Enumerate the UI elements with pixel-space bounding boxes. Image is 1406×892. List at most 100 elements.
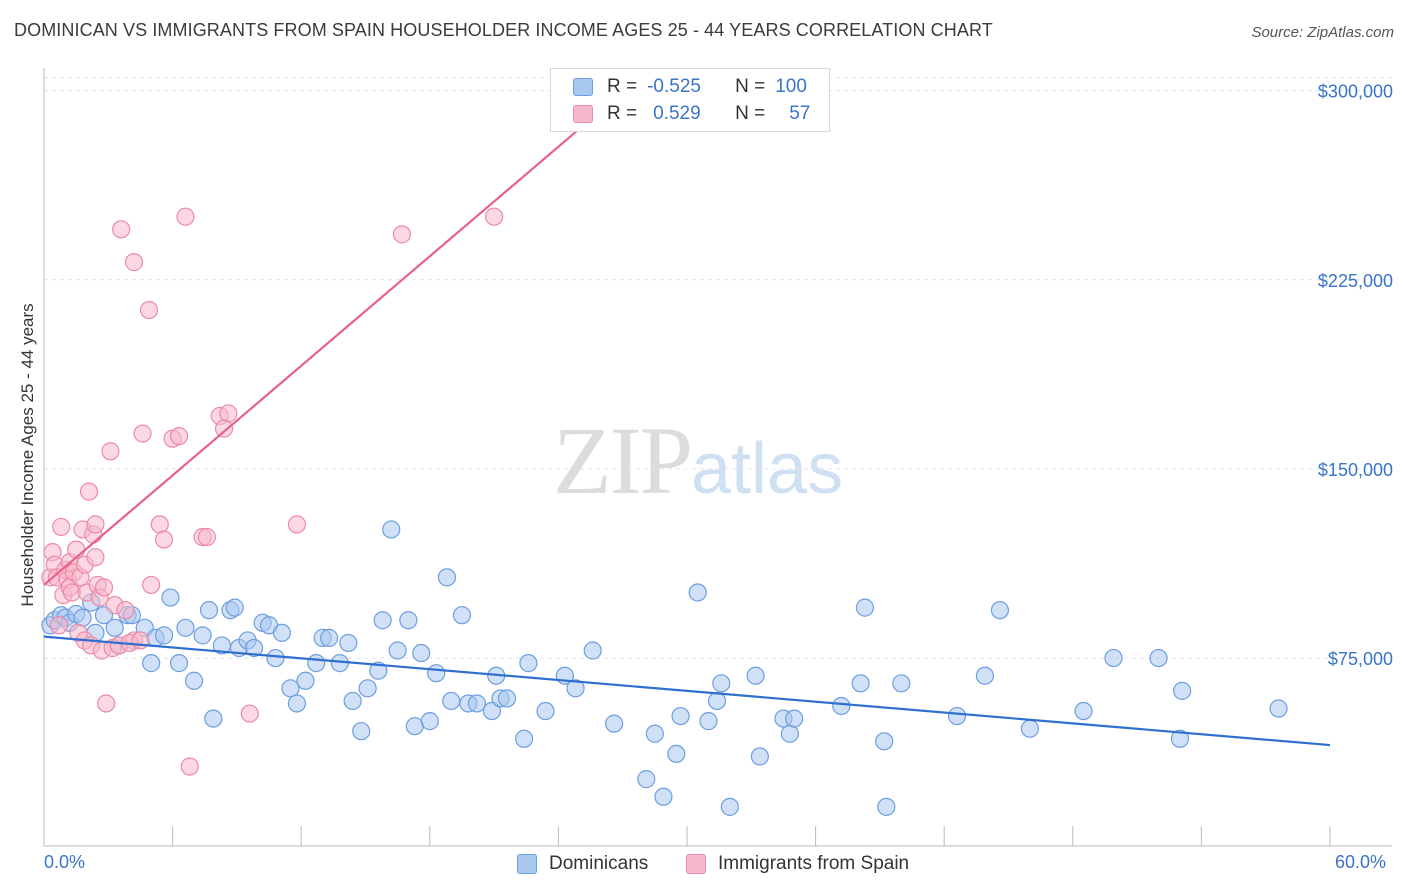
data-point [133,424,152,443]
data-point [699,712,718,731]
data-point [536,701,555,721]
data-point [150,515,169,534]
data-point [990,601,1010,620]
data-point [875,732,894,751]
data-point [1020,719,1040,738]
data-point [855,598,874,617]
data-point [154,626,174,645]
data-point [176,618,195,637]
data-point [392,225,412,244]
data-point [485,207,504,226]
x-tick-max: 60.0% [1335,852,1387,872]
data-point [86,548,105,567]
legend-r-value: -0.525 [647,76,701,97]
data-point [154,530,174,549]
legend-n-label: N = [735,76,766,97]
data-point [97,694,116,713]
data-point [352,722,371,741]
trend-line-dominicans [43,635,1331,747]
legend-label-spain: Immigrants from Spain [718,853,910,874]
data-point [287,515,307,534]
data-point [240,704,259,723]
data-point [877,797,896,816]
data-point [219,404,238,423]
data-point [105,618,124,637]
y-tick-labels: $75,000 $150,000 $225,000 $300,000 [1318,82,1393,669]
data-point [785,709,804,728]
y-tick-label: $150,000 [1318,460,1393,480]
y-tick-label: $75,000 [1328,649,1393,669]
chart-title: DOMINICAN VS IMMIGRANTS FROM SPAIN HOUSE… [14,20,993,40]
data-point [112,220,131,239]
data-point [193,626,212,645]
series-dominicans [41,520,1288,816]
correlation-legend: R = -0.525 N = 100 R = 0.529 N = 57 [550,68,830,132]
data-point [287,694,307,713]
data-point [750,747,769,766]
data-point [851,674,870,693]
data-point [184,671,204,690]
data-point [339,633,358,653]
legend-swatch-pink [686,854,706,874]
data-point [583,641,602,660]
data-point [671,706,690,726]
data-point [296,671,315,690]
data-point [892,674,911,693]
legend-r-value: 0.529 [653,103,701,124]
axes [43,68,1392,847]
data-point [452,606,472,625]
data-point [116,601,135,620]
legend-item-spain: Immigrants from Spain [686,852,909,876]
legend-r-label: R = [607,76,638,97]
data-point [654,787,673,806]
legend-swatch-pink [573,105,593,123]
data-point [497,689,517,708]
trend-line-spain [43,127,581,586]
data-point [399,611,418,630]
data-point [79,482,99,501]
data-point [519,654,538,673]
data-point [214,419,234,438]
data-point [412,643,431,663]
data-point [204,709,223,728]
data-point [142,654,161,673]
data-point [1170,729,1190,748]
data-point [667,744,686,764]
data-point [373,611,392,630]
data-point [645,724,664,743]
data-point [388,641,407,660]
data-point [566,679,585,698]
data-point [482,701,502,721]
data-point [1173,681,1192,700]
legend-row-dominicans: R = -0.525 N = 100 [573,74,807,100]
data-point [707,691,727,711]
legend-swatch-blue [517,854,537,874]
data-point [169,427,189,446]
data-point [1074,701,1093,721]
watermark-zip: ZIP [553,407,693,514]
x-tick-min: 0.0% [44,852,86,872]
data-point [975,666,995,685]
data-point [199,601,219,620]
trend-lines [43,127,1331,747]
data-point [124,253,144,272]
data-point [73,608,92,627]
data-point [637,770,656,789]
data-point [266,648,285,668]
data-point [442,691,461,711]
data-point [94,578,114,597]
data-point [605,714,624,733]
legend-label-dominicans: Dominicans [549,853,649,874]
data-point [437,568,457,587]
data-point [832,696,851,716]
data-point [358,679,377,698]
watermark: ZIPatlas [553,405,843,516]
data-point [947,706,967,726]
legend-n-value: 100 [775,76,807,97]
data-point [169,654,189,673]
legend-swatch-blue [573,78,593,96]
data-point [720,797,739,816]
data-point [139,300,159,320]
data-point [225,598,244,617]
data-point [369,661,388,680]
